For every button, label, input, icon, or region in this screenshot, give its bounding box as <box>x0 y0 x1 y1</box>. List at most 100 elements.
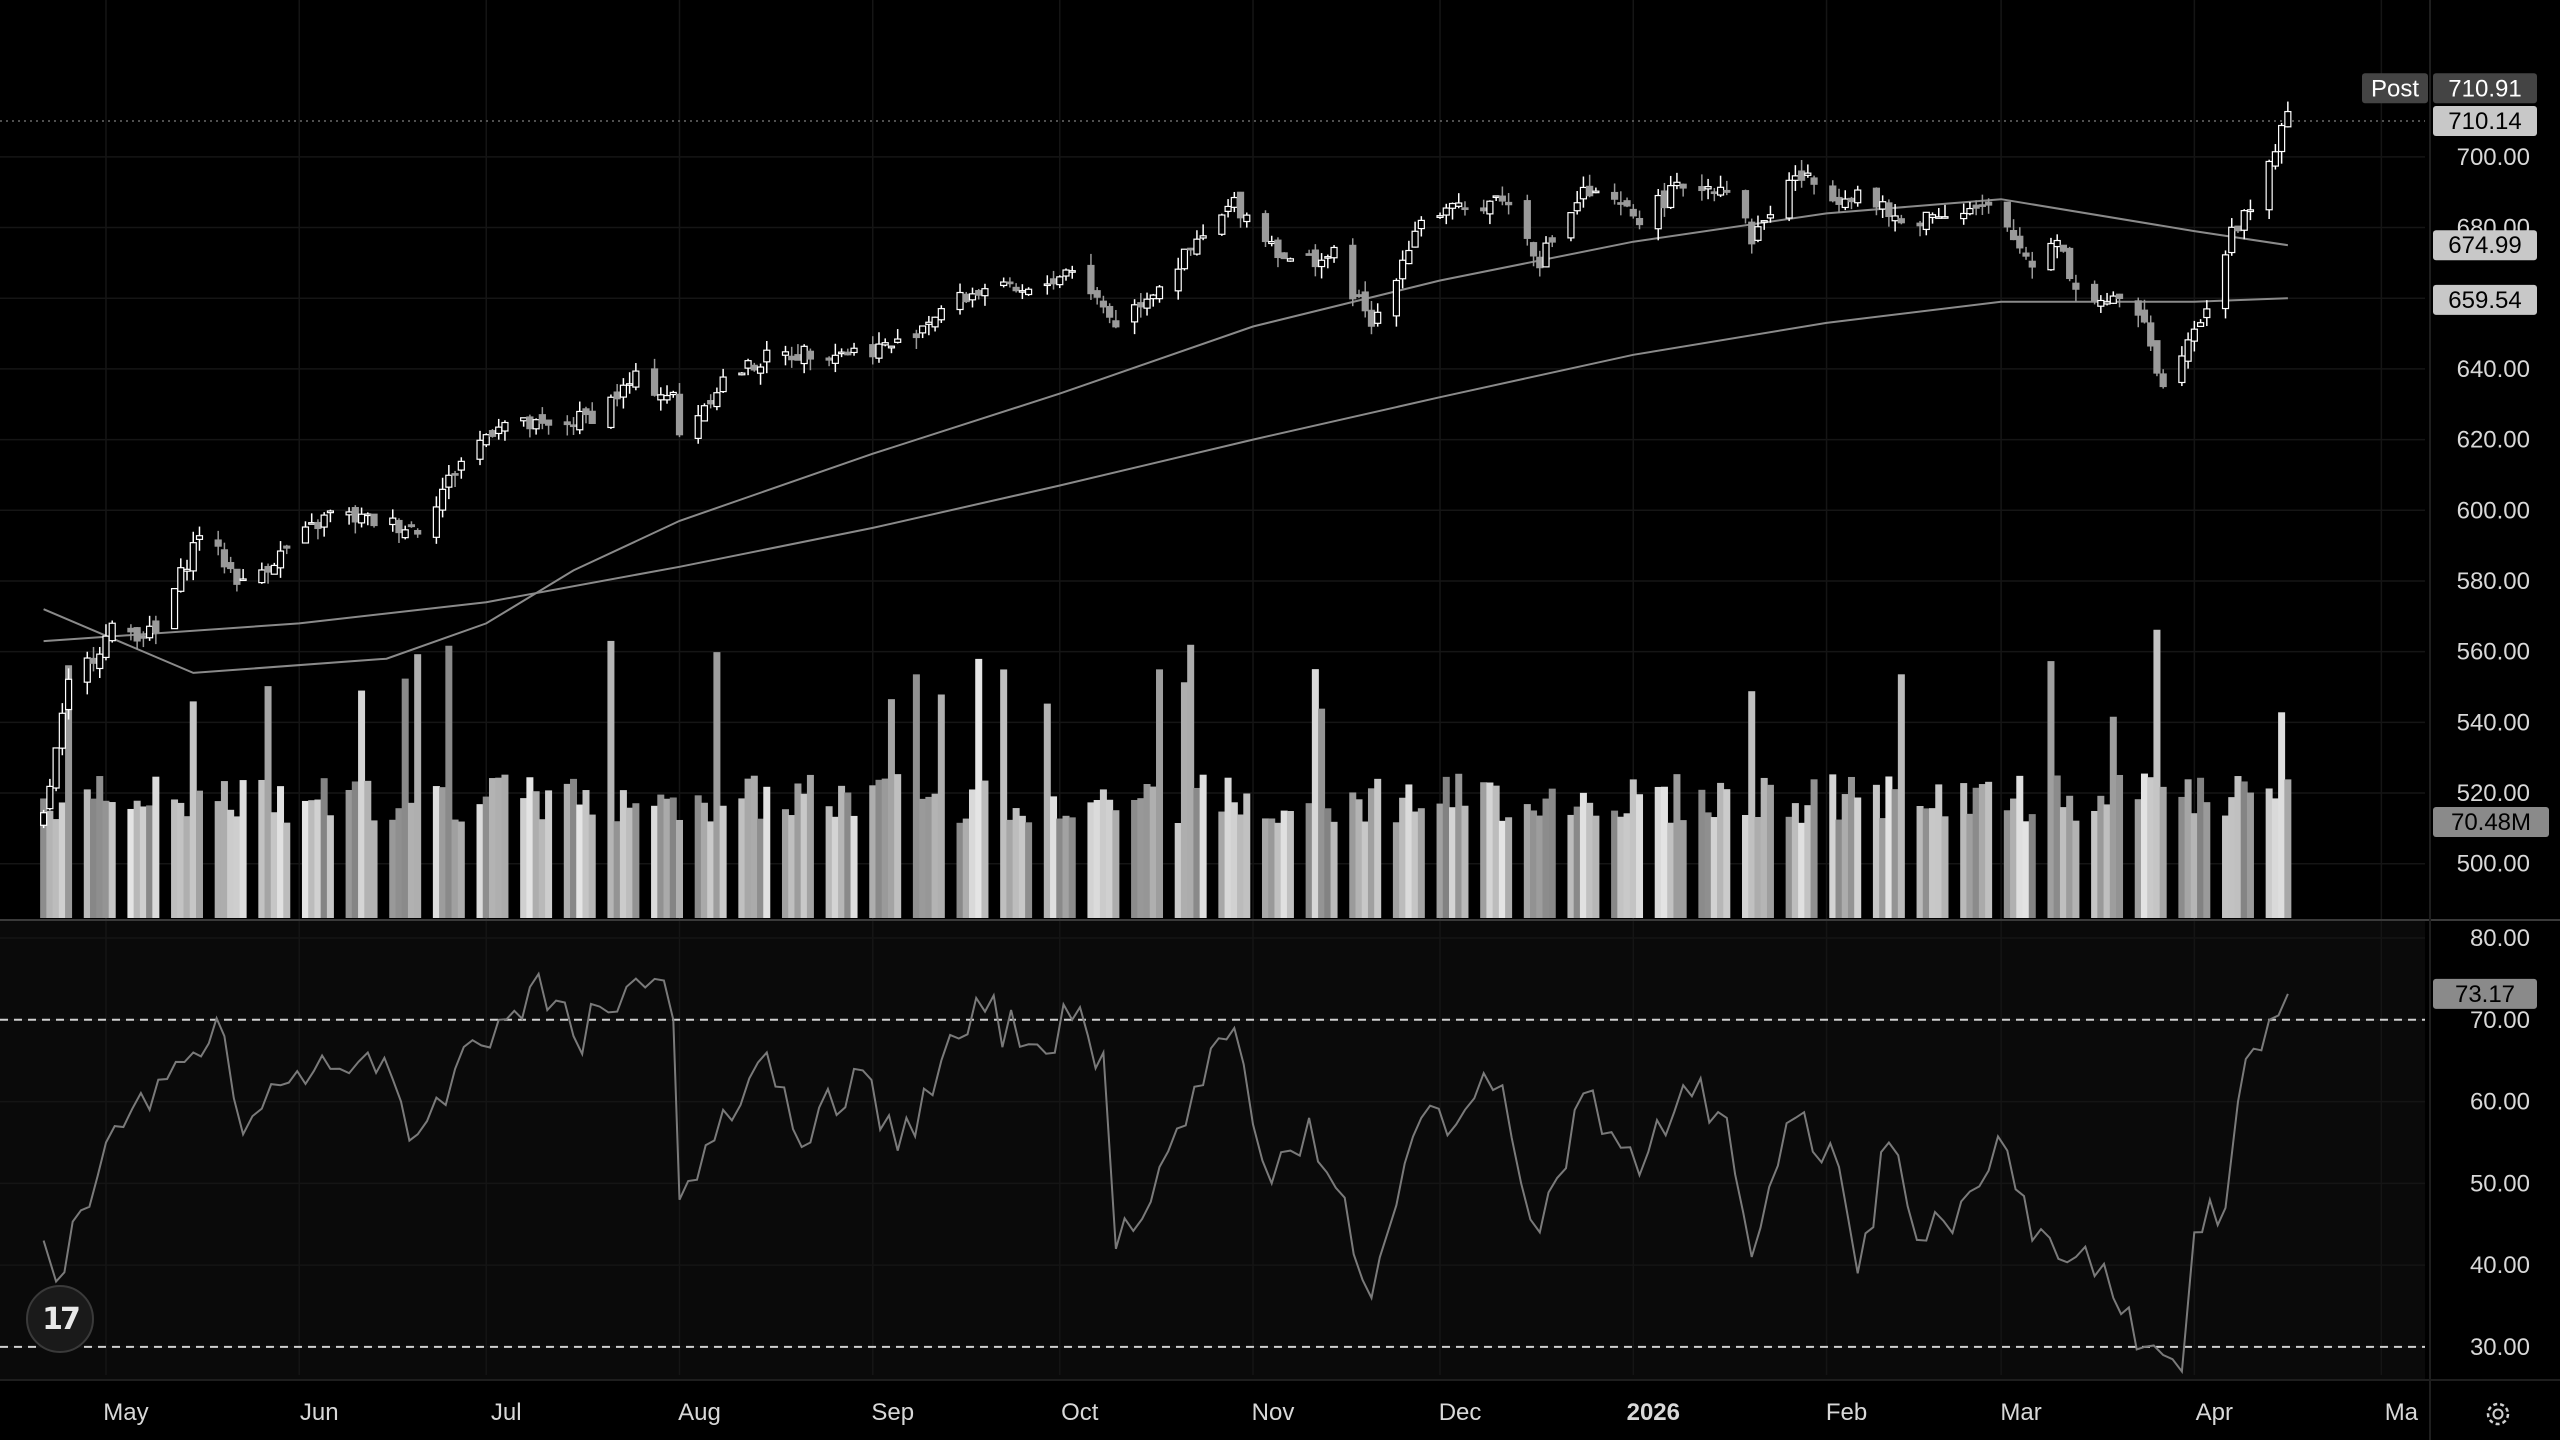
candle-body <box>152 620 160 633</box>
volume-bar <box>133 800 141 918</box>
candle-body <box>52 747 60 789</box>
candle-body <box>83 657 91 683</box>
volume-bar <box>806 774 814 918</box>
candle-body <box>488 430 497 437</box>
volume-bar <box>146 805 154 918</box>
volume-bar <box>1399 797 1407 918</box>
candle-body <box>2240 210 2248 231</box>
volume-bar <box>283 822 291 918</box>
volume-bar <box>1723 789 1731 918</box>
volume-bar <box>1505 817 1513 918</box>
volume-bar <box>1748 691 1756 918</box>
volume-bar <box>538 819 546 918</box>
candle-body <box>283 545 291 549</box>
gear-icon[interactable] <box>2478 1394 2518 1434</box>
volume-bar <box>2197 777 2205 918</box>
candle-body <box>1760 220 1768 223</box>
candle-body <box>177 567 185 592</box>
volume-bar <box>1935 784 1943 918</box>
volume-bar <box>277 786 285 918</box>
candle-body <box>1922 211 1930 231</box>
candle-body <box>1660 190 1669 209</box>
volume-bar <box>2203 802 2211 918</box>
volume-bar <box>227 809 235 918</box>
candle-body <box>1355 294 1363 297</box>
volume-bar <box>1754 817 1762 918</box>
volume-bar <box>2072 820 2080 918</box>
volume-bar <box>83 789 91 918</box>
candle-body <box>881 342 889 346</box>
volume-bar <box>264 686 272 918</box>
volume-bar <box>1305 803 1313 918</box>
candle-body <box>2271 151 2279 167</box>
volume-bar <box>1056 818 1064 918</box>
candle-body <box>850 347 858 354</box>
volume-bar <box>1829 774 1837 918</box>
volume-bar <box>1187 644 1195 918</box>
candle-body <box>794 354 802 361</box>
time-axis[interactable]: May Jun Jul Aug Sep Oct Nov Dec 2026 Feb Mar Apr Ma <box>103 1399 2418 1426</box>
volume-bar <box>2159 786 2167 918</box>
candle-body <box>351 507 359 523</box>
candle-body <box>1087 264 1095 295</box>
volume-bar <box>626 807 634 918</box>
volume-bar <box>1941 816 1949 918</box>
candle-body <box>1187 247 1195 251</box>
price-label-value: 659.54 <box>2448 287 2521 314</box>
candle-body <box>1361 291 1369 312</box>
volume-bar <box>127 808 135 918</box>
volume-bar <box>52 819 60 918</box>
candle-body <box>2016 235 2024 249</box>
candle-body <box>1442 207 1450 216</box>
price-tick-label: 600.00 <box>2457 497 2530 524</box>
candle-body <box>414 529 422 535</box>
volume-bar <box>1742 814 1750 918</box>
time-axis-label: Nov <box>1252 1399 1295 1426</box>
candle-body <box>1610 191 1619 200</box>
volume-bar <box>189 701 197 918</box>
volume-bar <box>675 819 683 918</box>
tradingview-logo-icon[interactable]: 17 <box>26 1285 94 1353</box>
volume-bar <box>2278 712 2286 918</box>
volume-bar <box>2265 788 2273 918</box>
volume-bar <box>850 815 858 918</box>
candle-body <box>1891 215 1899 222</box>
candle-body <box>1928 214 1937 219</box>
volume-bar <box>58 802 66 918</box>
candle-body <box>576 410 584 431</box>
price-tick-label: 640.00 <box>2457 356 2530 383</box>
volume-bar <box>1872 784 1880 918</box>
candle-body <box>1667 185 1675 209</box>
volume-bar <box>1243 793 1251 918</box>
candle-body <box>2003 201 2011 228</box>
candle-body <box>40 812 48 826</box>
volume-bar <box>1000 669 1008 918</box>
volume-bar <box>607 640 615 918</box>
volume-bar <box>1193 787 1201 918</box>
candle-body <box>887 345 896 349</box>
volume-bar <box>1199 774 1207 918</box>
volume-bar <box>1536 815 1544 918</box>
candle-body <box>2059 244 2068 252</box>
volume-bar <box>663 798 671 918</box>
volume-bar <box>314 799 322 918</box>
volume-bar <box>1841 794 1849 918</box>
volume-bar <box>738 798 746 918</box>
candle-body <box>1455 202 1463 207</box>
volume-bar <box>65 665 73 918</box>
volume-bar <box>96 776 104 918</box>
candle-body <box>1623 200 1631 207</box>
candle-body <box>1330 246 1338 259</box>
volume-bar <box>1261 818 1269 918</box>
volume-bar <box>308 800 316 918</box>
price-axis[interactable]: 500.00 520.00 540.00 560.00 580.00 600.00 620.… <box>2362 73 2549 1361</box>
time-axis-label: 2026 <box>1627 1399 1680 1426</box>
candle-body <box>663 394 671 401</box>
volume-bar <box>1411 811 1419 918</box>
candle-body <box>1193 238 1201 255</box>
candle-body <box>139 635 147 639</box>
candle-body <box>1224 205 1232 212</box>
candle-body <box>1324 256 1332 259</box>
